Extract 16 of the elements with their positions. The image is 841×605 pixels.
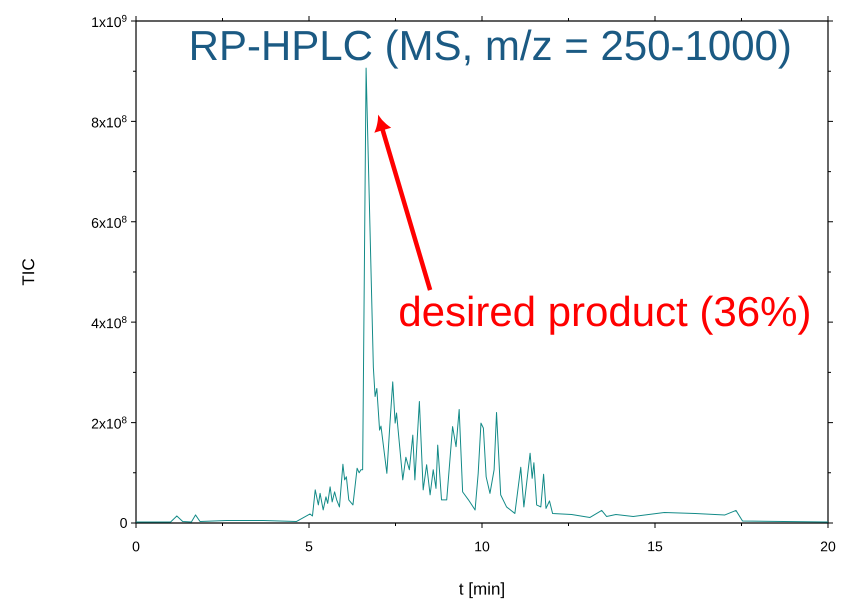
- y-tick-label: 0: [120, 518, 127, 528]
- x-axis-title: t [min]: [459, 582, 504, 598]
- x-tick-label: 15: [648, 542, 662, 552]
- y-tick-label: 1x10$^{9}$: [92, 14, 127, 28]
- x-tick-label: 10: [475, 542, 490, 552]
- chart-title: RP-HPLC (MS, m/z = 250-1000): [192, 30, 790, 69]
- x-tick-label: 20: [820, 542, 836, 552]
- annotation: desired product (36%): [400, 296, 809, 335]
- y-tick-label: 8x10$^{8}$: [92, 115, 127, 128]
- y-tick-label: 6x10$^{8}$: [92, 216, 127, 228]
- y-tick-label: 2x10$^{8}$: [92, 416, 127, 429]
- y-tick-label: 4x10$^{8}$: [91, 316, 127, 328]
- x-tick-label: 5: [306, 542, 312, 552]
- line-series: [136, 68, 828, 522]
- x-tick-label: 0: [132, 542, 140, 552]
- y-axis-title: TIC: [22, 258, 34, 286]
